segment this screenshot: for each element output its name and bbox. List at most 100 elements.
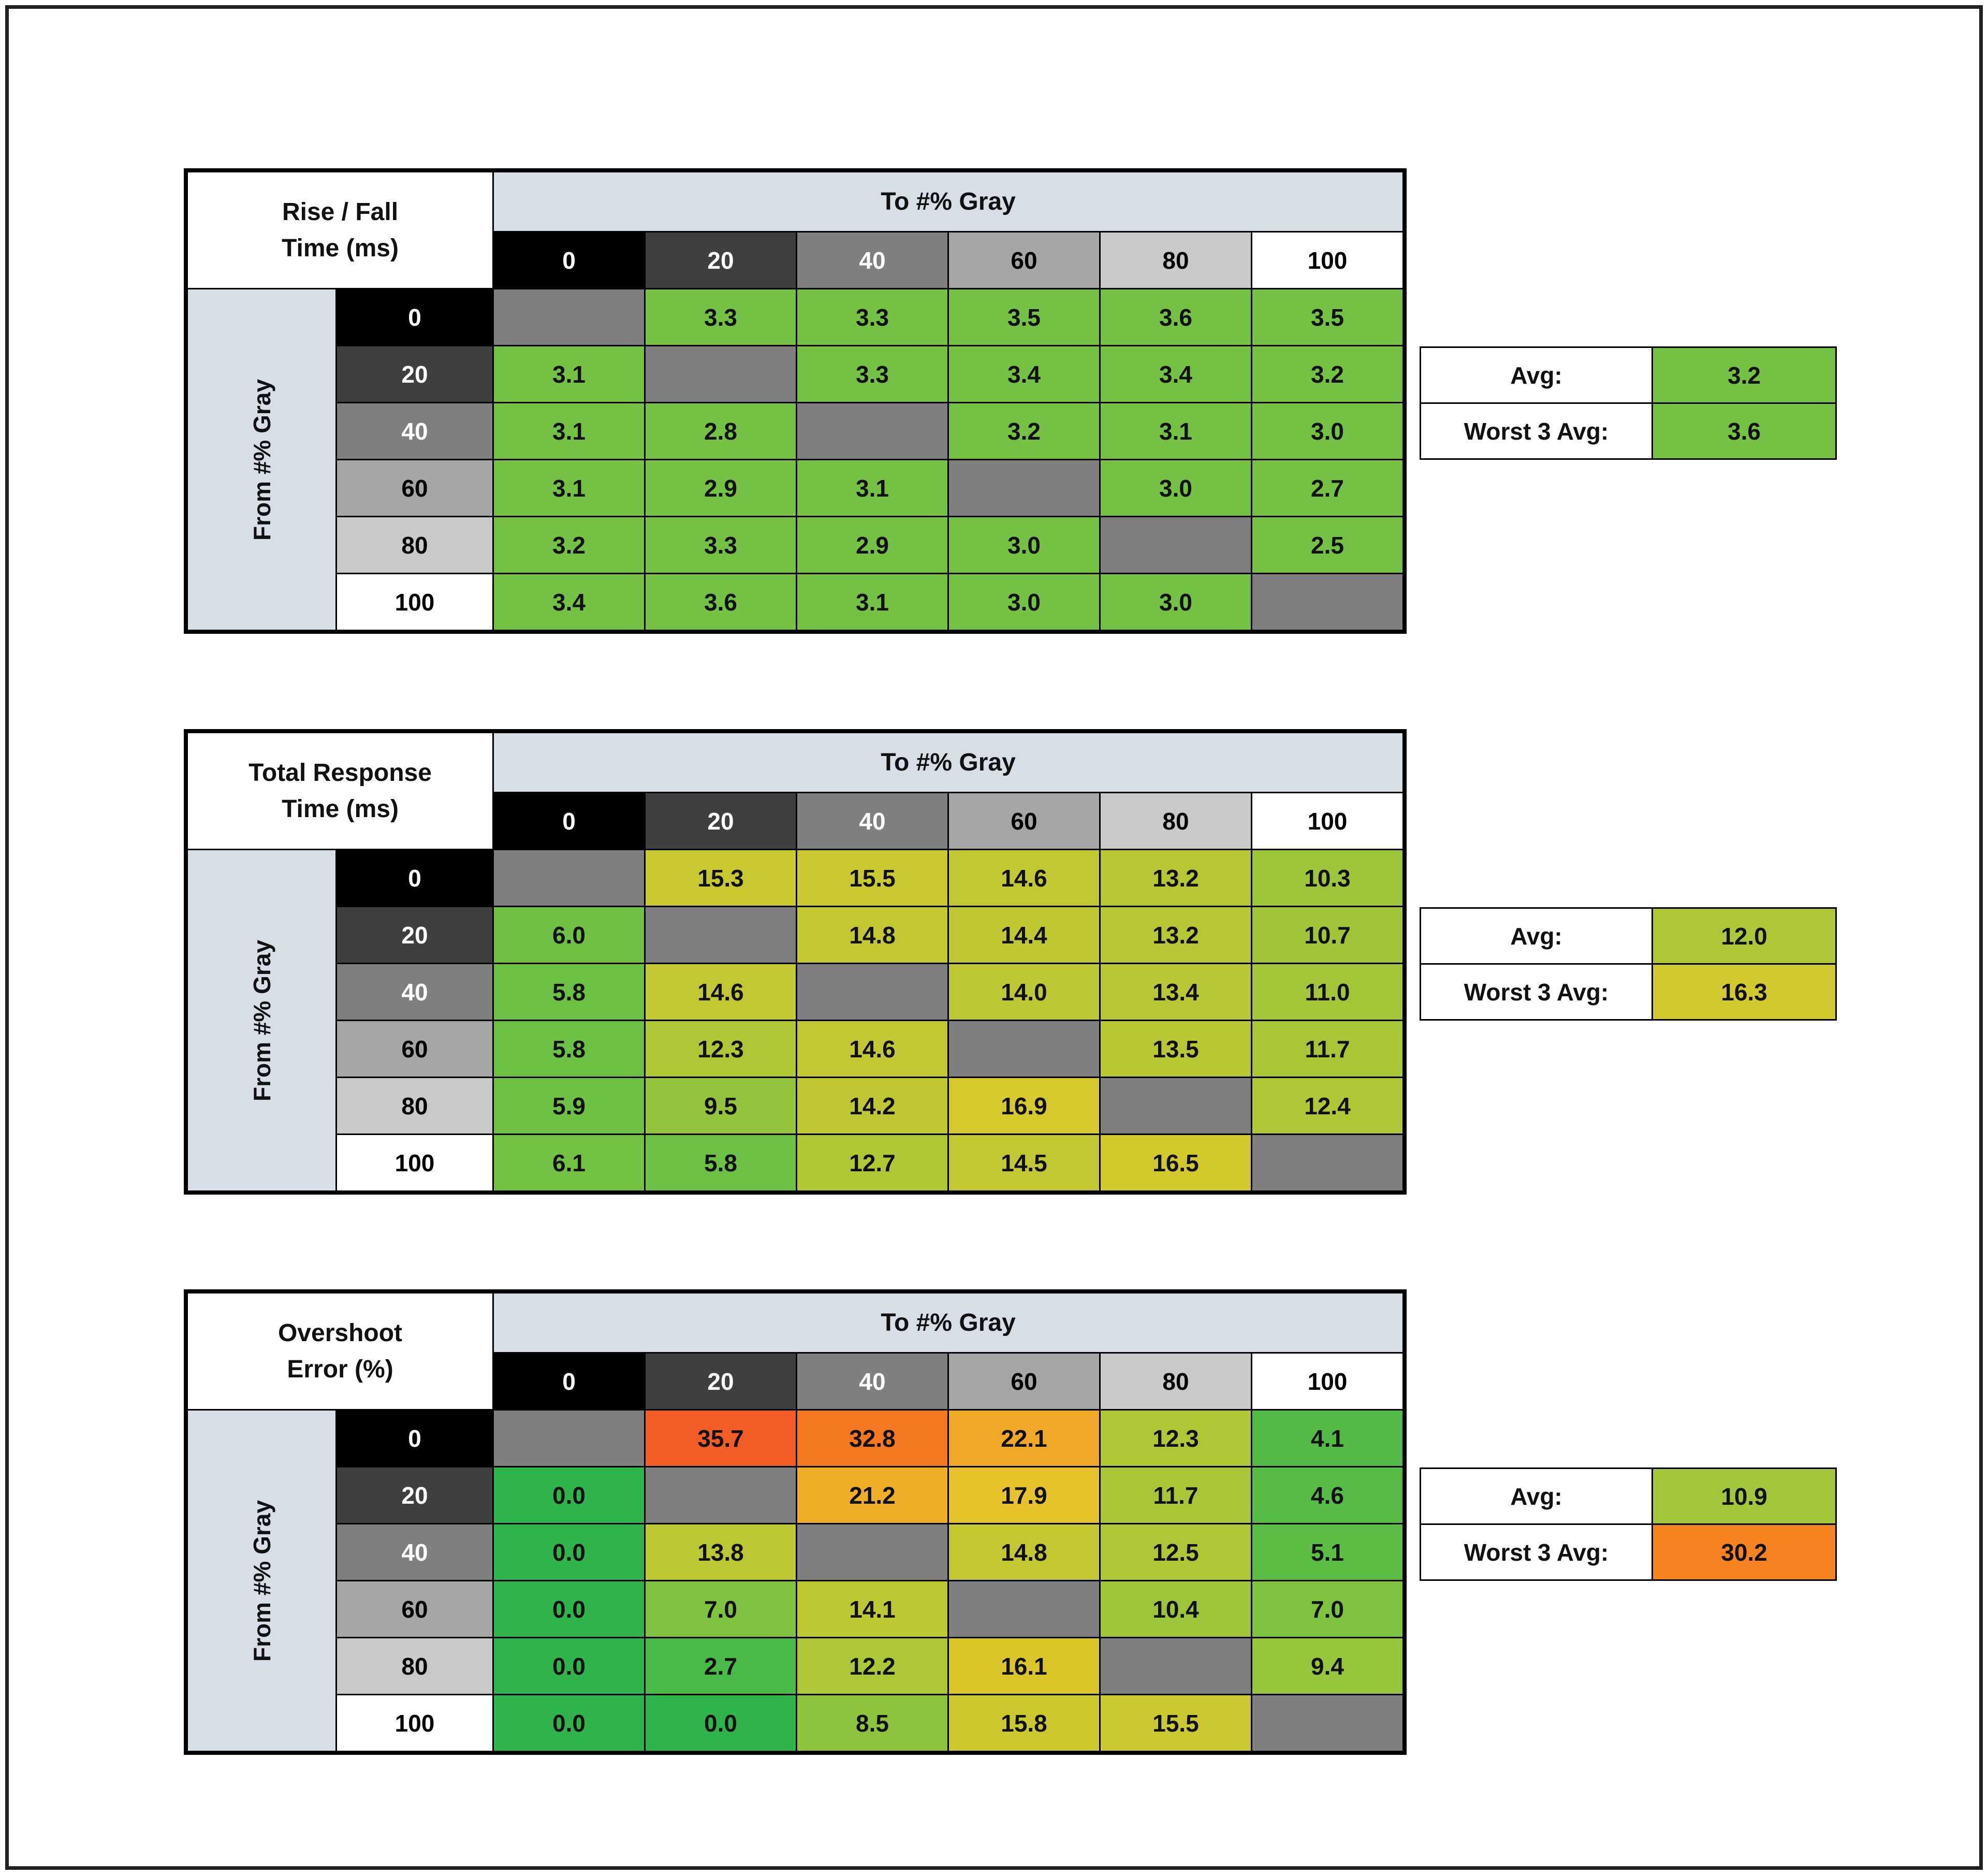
cell-from-40-to-100: 3.0	[1252, 403, 1402, 459]
from-gray-axis-label: From #% Gray	[188, 289, 335, 630]
cell-from-40-to-40	[797, 1524, 947, 1580]
cell-from-20-to-20	[646, 907, 796, 963]
cell-from-20-to-20	[646, 1467, 796, 1523]
col-header-100: 100	[1252, 1354, 1402, 1409]
row-header-40: 40	[337, 964, 492, 1020]
col-header-100: 100	[1252, 232, 1402, 288]
avg-label: Avg:	[1421, 909, 1651, 963]
cell-from-100-to-40: 12.7	[797, 1135, 947, 1190]
total-response-time-table: Total Response Time (ms) To #% Gray 0 20 40 60…	[184, 729, 1407, 1195]
cell-from-0-to-40: 32.8	[797, 1411, 947, 1466]
rise-fall-time-title: Rise / Fall Time (ms)	[188, 172, 492, 288]
cell-from-80-to-0: 5.9	[494, 1078, 644, 1133]
cell-from-20-to-100: 10.7	[1252, 907, 1402, 963]
total-response-time-summary: Avg: 12.0 Worst 3 Avg: 16.3	[1420, 907, 1837, 1021]
rise-fall-time-summary: Avg: 3.2 Worst 3 Avg: 3.6	[1420, 346, 1837, 460]
row-header-40: 40	[337, 403, 492, 459]
avg-label: Avg:	[1421, 348, 1651, 402]
row-header-0: 0	[337, 850, 492, 906]
cell-from-80-to-20: 9.5	[646, 1078, 796, 1133]
cell-from-0-to-100: 4.1	[1252, 1411, 1402, 1466]
cell-from-60-to-80: 3.0	[1101, 460, 1251, 516]
cell-from-60-to-0: 0.0	[494, 1581, 644, 1637]
cell-from-60-to-60	[949, 1581, 1099, 1637]
cell-from-40-to-80: 3.1	[1101, 403, 1251, 459]
cell-from-0-to-0	[494, 1411, 644, 1466]
to-gray-axis-label: To #% Gray	[494, 1293, 1402, 1352]
cell-from-20-to-0: 0.0	[494, 1467, 644, 1523]
row-header-80: 80	[337, 1638, 492, 1694]
total-response-time-title: Total Response Time (ms)	[188, 733, 492, 849]
col-header-60: 60	[949, 1354, 1099, 1409]
cell-from-60-to-40: 14.1	[797, 1581, 947, 1637]
cell-from-20-to-80: 13.2	[1101, 907, 1251, 963]
cell-from-100-to-100	[1252, 1135, 1402, 1190]
col-header-80: 80	[1101, 793, 1251, 849]
cell-from-80-to-100: 9.4	[1252, 1638, 1402, 1694]
cell-from-80-to-40: 2.9	[797, 517, 947, 573]
worst3avg-value: 30.2	[1653, 1525, 1835, 1579]
overshoot-error-title: Overshoot Error (%)	[188, 1293, 492, 1409]
avg-value: 3.2	[1653, 348, 1835, 402]
cell-from-20-to-80: 11.7	[1101, 1467, 1251, 1523]
cell-from-40-to-0: 5.8	[494, 964, 644, 1020]
col-header-20: 20	[646, 232, 796, 288]
cell-from-60-to-100: 2.7	[1252, 460, 1402, 516]
col-header-0: 0	[494, 793, 644, 849]
cell-from-0-to-40: 3.3	[797, 289, 947, 345]
cell-from-60-to-0: 3.1	[494, 460, 644, 516]
cell-from-100-to-0: 0.0	[494, 1695, 644, 1751]
table-title-line1: Rise / Fall	[282, 198, 399, 226]
cell-from-20-to-40: 14.8	[797, 907, 947, 963]
cell-from-0-to-100: 3.5	[1252, 289, 1402, 345]
cell-from-0-to-80: 3.6	[1101, 289, 1251, 345]
cell-from-40-to-0: 3.1	[494, 403, 644, 459]
cell-from-60-to-20: 2.9	[646, 460, 796, 516]
col-header-40: 40	[797, 232, 947, 288]
row-header-60: 60	[337, 1581, 492, 1637]
row-header-80: 80	[337, 517, 492, 573]
cell-from-60-to-80: 10.4	[1101, 1581, 1251, 1637]
cell-from-0-to-80: 13.2	[1101, 850, 1251, 906]
cell-from-40-to-80: 13.4	[1101, 964, 1251, 1020]
cell-from-0-to-20: 3.3	[646, 289, 796, 345]
row-header-80: 80	[337, 1078, 492, 1133]
cell-from-60-to-100: 7.0	[1252, 1581, 1402, 1637]
cell-from-80-to-80	[1101, 1638, 1251, 1694]
cell-from-40-to-20: 2.8	[646, 403, 796, 459]
worst3avg-label: Worst 3 Avg:	[1421, 965, 1651, 1019]
from-gray-axis-label-text: From #% Gray	[248, 379, 275, 541]
avg-label: Avg:	[1421, 1469, 1651, 1523]
cell-from-80-to-20: 2.7	[646, 1638, 796, 1694]
cell-from-40-to-80: 12.5	[1101, 1524, 1251, 1580]
cell-from-60-to-100: 11.7	[1252, 1021, 1402, 1077]
from-gray-axis-label: From #% Gray	[188, 1411, 335, 1751]
cell-from-0-to-100: 10.3	[1252, 850, 1402, 906]
row-header-100: 100	[337, 1135, 492, 1190]
row-header-60: 60	[337, 460, 492, 516]
col-header-40: 40	[797, 793, 947, 849]
cell-from-0-to-60: 3.5	[949, 289, 1099, 345]
cell-from-60-to-0: 5.8	[494, 1021, 644, 1077]
table-title-line1: Overshoot	[277, 1319, 403, 1347]
cell-from-20-to-0: 3.1	[494, 346, 644, 402]
cell-from-80-to-100: 12.4	[1252, 1078, 1402, 1133]
cell-from-20-to-0: 6.0	[494, 907, 644, 963]
cell-from-80-to-80	[1101, 1078, 1251, 1133]
avg-value: 10.9	[1653, 1469, 1835, 1523]
row-header-100: 100	[337, 574, 492, 630]
cell-from-20-to-80: 3.4	[1101, 346, 1251, 402]
cell-from-100-to-100	[1252, 574, 1402, 630]
cell-from-80-to-40: 14.2	[797, 1078, 947, 1133]
cell-from-80-to-0: 0.0	[494, 1638, 644, 1694]
table-title-line2: Time (ms)	[282, 795, 399, 823]
cell-from-100-to-20: 0.0	[646, 1695, 796, 1751]
row-header-20: 20	[337, 1467, 492, 1523]
cell-from-80-to-60: 16.1	[949, 1638, 1099, 1694]
cell-from-60-to-40: 3.1	[797, 460, 947, 516]
cell-from-20-to-60: 14.4	[949, 907, 1099, 963]
cell-from-20-to-60: 17.9	[949, 1467, 1099, 1523]
cell-from-100-to-80: 3.0	[1101, 574, 1251, 630]
cell-from-40-to-60: 14.0	[949, 964, 1099, 1020]
worst3avg-value: 16.3	[1653, 965, 1835, 1019]
